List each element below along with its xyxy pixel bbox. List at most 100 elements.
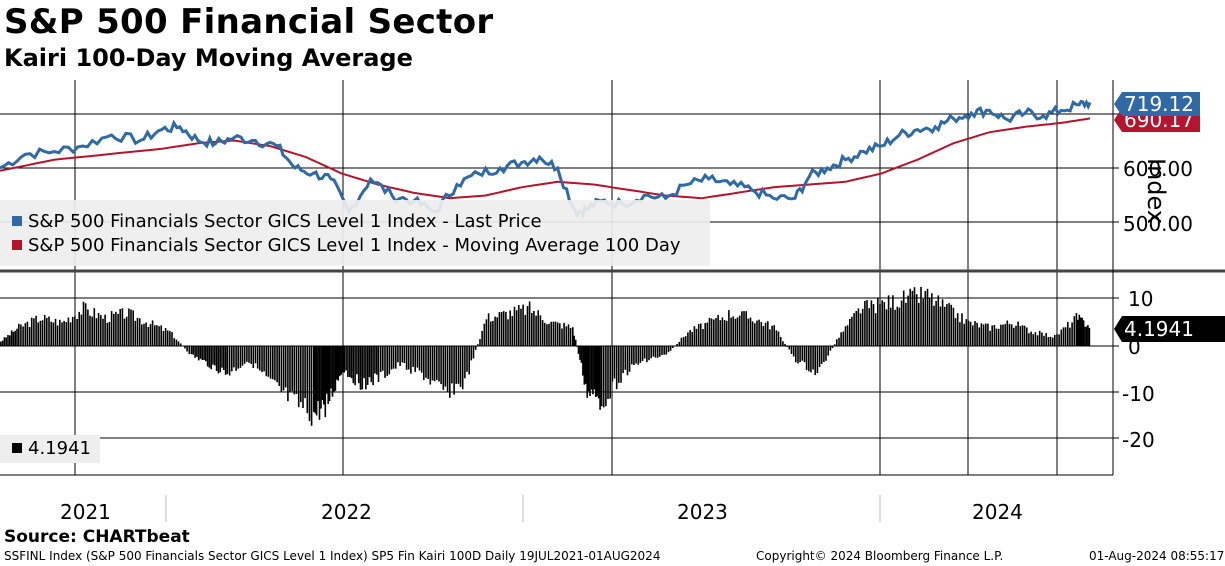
kairi-bar: [310, 346, 313, 426]
kairi-bar: [313, 346, 315, 412]
legend-swatch-price: [12, 216, 22, 226]
kairi-bar: [252, 346, 255, 368]
kairi-bar: [1067, 322, 1069, 346]
kairi-bar: [164, 328, 167, 346]
kairi-bar: [233, 346, 235, 368]
kairi-bar: [451, 346, 453, 384]
kairi-bar: [611, 346, 614, 382]
kairi-bar: [433, 346, 436, 382]
kairi-bar: [507, 319, 509, 346]
kairi-bar: [618, 346, 620, 383]
kairi-bar: [190, 346, 193, 355]
kairi-bar: [827, 346, 829, 356]
kairi-bar: [667, 346, 670, 353]
kairi-bar: [1058, 334, 1060, 346]
kairi-bar: [574, 339, 577, 346]
kairi-bar: [920, 286, 922, 346]
kairi-bar: [767, 321, 769, 346]
kairi-bar: [577, 346, 580, 354]
kairi-bar: [663, 346, 665, 355]
price-legend: S&P 500 Financials Sector GICS Level 1 I…: [0, 200, 710, 266]
kairi-bar: [599, 346, 601, 410]
kairi-bar: [805, 346, 808, 371]
kairi-bar: [801, 346, 804, 361]
kairi-bar: [902, 290, 905, 346]
kairi-bar: [915, 294, 918, 346]
kairi-bar: [684, 336, 687, 346]
kairi-bar: [306, 346, 309, 414]
kairi-bar: [589, 346, 591, 396]
kairi-bar: [375, 346, 378, 375]
kairi-bar: [276, 346, 278, 383]
kairi-bar: [215, 346, 218, 371]
kairi-bar: [637, 346, 640, 365]
kairi-bar: [265, 346, 268, 377]
kairi-bar: [728, 310, 730, 346]
kairi-bar: [898, 307, 901, 346]
kairi-bar: [792, 346, 795, 357]
kairi-bar: [749, 317, 752, 346]
kairi-bar: [743, 311, 745, 346]
kairi-bar: [550, 321, 552, 346]
kairi-bar: [526, 306, 529, 346]
kairi-bar: [913, 287, 916, 346]
kairi-bar: [331, 346, 334, 397]
kairi-bar: [372, 346, 374, 386]
kairi-bar: [110, 311, 113, 346]
kairi-bar: [297, 346, 300, 408]
kairi-bar: [1008, 323, 1011, 346]
kairi-bar: [61, 322, 63, 346]
kairi-bar: [427, 346, 429, 380]
kairi-bar: [515, 310, 518, 346]
kairi-bar: [56, 325, 59, 346]
kairi-bar: [840, 332, 842, 346]
kairi-bar: [284, 346, 287, 388]
kairi-bars: [0, 286, 1091, 426]
kairi-bar: [162, 330, 165, 346]
kairi-bar: [563, 322, 565, 346]
kairi-bar: [18, 323, 20, 346]
kairi-bar: [123, 318, 126, 346]
kairi-bar: [330, 346, 332, 389]
kairi-bar: [498, 312, 501, 346]
kairi-bar: [472, 346, 475, 359]
kairi-bar: [345, 346, 347, 371]
kairi-bar: [33, 318, 35, 346]
kairi-bar: [0, 341, 2, 346]
kairi-bar: [539, 315, 542, 346]
kairi-bar: [84, 303, 87, 346]
kairi-bar: [246, 346, 248, 362]
kairi-bar: [3, 337, 6, 346]
kairi-bar: [291, 346, 293, 392]
kairi-bar: [713, 319, 715, 346]
kairi-bar: [704, 323, 706, 346]
kairi-bar: [325, 346, 328, 394]
kairi-bar: [359, 346, 362, 390]
kairi-bar: [784, 343, 786, 346]
kairi-bar: [228, 346, 231, 376]
kairi-bar: [125, 316, 128, 346]
kairi-bar: [354, 346, 356, 386]
kairi-bar: [219, 346, 221, 373]
kairi-bar: [337, 346, 339, 381]
kairi-bar: [993, 324, 996, 346]
kairi-bar: [494, 316, 496, 346]
kairi-bar: [226, 346, 229, 375]
kairi-bar: [689, 330, 691, 346]
kairi-bar: [924, 291, 927, 346]
kairi-bar: [965, 319, 968, 346]
kairi-bar: [93, 308, 96, 346]
y-tick-600: 600.00: [1123, 157, 1193, 181]
kairi-bar: [537, 310, 539, 346]
kairi-bar: [418, 346, 421, 371]
kairi-bar: [334, 346, 337, 391]
kairi-bar: [937, 295, 940, 346]
kairi-bar: [466, 346, 468, 372]
kairi-bar: [366, 346, 369, 385]
source-label: Source: CHARTbeat: [4, 527, 190, 547]
kairi-bar: [628, 346, 631, 372]
kairi-bar: [130, 309, 132, 346]
kairi-bar: [1013, 327, 1015, 346]
kairi-bar: [754, 323, 756, 346]
kairi-bar: [293, 346, 296, 395]
